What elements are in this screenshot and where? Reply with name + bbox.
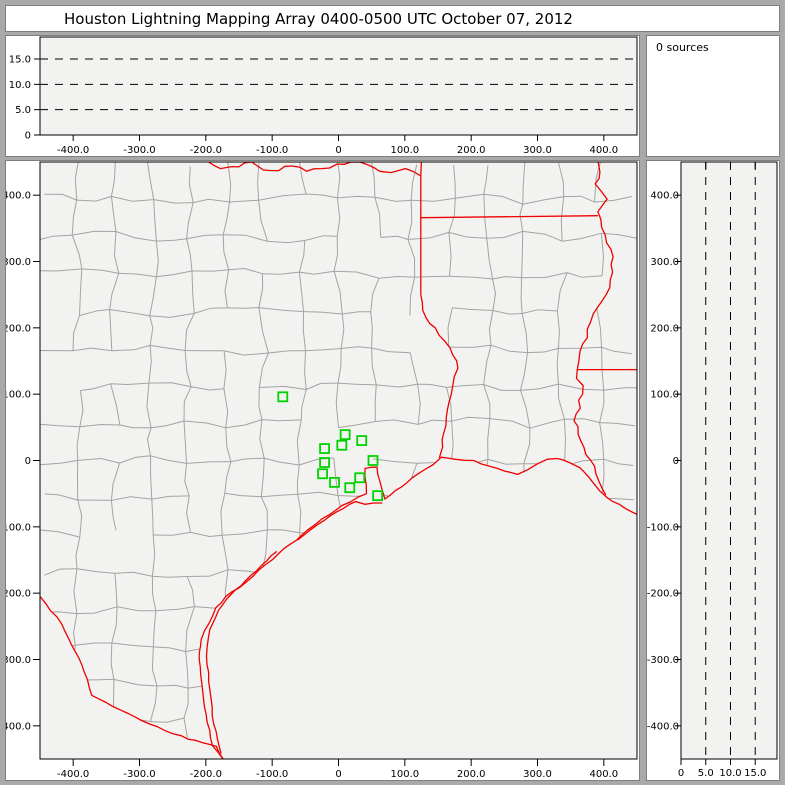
svg-text:-200.0: -200.0 [6,589,31,600]
altitude-ew-plot[interactable]: 0 5.0 10.0 15.0 -400.0 -300.0 -200.0 -100.0 0 100… [6,36,639,156]
svg-text:300.0: 300.0 [523,769,552,780]
svg-text:-400.0: -400.0 [57,769,89,780]
svg-text:200.0: 200.0 [457,769,486,780]
svg-text:10.0: 10.0 [719,768,741,779]
svg-text:400.0: 400.0 [650,191,679,202]
svg-text:400.0: 400.0 [590,769,619,780]
svg-text:200.0: 200.0 [6,323,31,334]
svg-text:-100.0: -100.0 [256,145,288,156]
svg-text:-300.0: -300.0 [6,655,31,666]
sources-panel: 0 sources [646,35,780,157]
title-bar: Houston Lightning Mapping Array 0400-050… [5,5,780,32]
svg-text:0: 0 [335,769,341,780]
altitude-ns-panel[interactable]: 400.0 300.0 200.0 100.0 0 -100.0 -200.0 -300.0 -… [646,160,780,781]
svg-text:-300.0: -300.0 [647,655,679,666]
altitude-ns-plot[interactable]: 400.0 300.0 200.0 100.0 0 -100.0 -200.0 -300.0 -… [647,161,779,780]
svg-text:300.0: 300.0 [523,145,552,156]
svg-text:-100.0: -100.0 [647,522,679,533]
altitude-ew-panel[interactable]: 0 5.0 10.0 15.0 -400.0 -300.0 -200.0 -100.0 0 100… [5,35,640,157]
map-plot[interactable]: 400.0 300.0 200.0 100.0 0 -100.0 -200.0 -300.0 -… [6,161,639,780]
svg-text:-100.0: -100.0 [256,769,288,780]
svg-text:400.0: 400.0 [590,145,619,156]
svg-text:100.0: 100.0 [391,769,420,780]
svg-text:5.0: 5.0 [698,768,714,779]
map-panel[interactable]: 400.0 300.0 200.0 100.0 0 -100.0 -200.0 -300.0 -… [5,160,640,781]
svg-text:10.0: 10.0 [9,80,31,91]
svg-text:-300.0: -300.0 [123,145,155,156]
svg-text:-200.0: -200.0 [647,589,679,600]
svg-text:15.0: 15.0 [744,768,766,779]
svg-text:5.0: 5.0 [15,105,31,116]
svg-text:-400.0: -400.0 [57,145,89,156]
svg-text:-100.0: -100.0 [6,522,31,533]
svg-text:100.0: 100.0 [6,390,31,401]
svg-text:-200.0: -200.0 [190,145,222,156]
svg-text:-300.0: -300.0 [123,769,155,780]
sources-count-label: 0 sources [656,41,709,54]
svg-text:-400.0: -400.0 [6,721,31,732]
svg-text:200.0: 200.0 [650,323,679,334]
svg-text:300.0: 300.0 [650,257,679,268]
svg-text:0: 0 [25,131,31,142]
svg-text:0: 0 [25,456,31,467]
svg-text:-200.0: -200.0 [190,769,222,780]
page-title: Houston Lightning Mapping Array 0400-050… [64,9,573,28]
svg-text:400.0: 400.0 [6,191,31,202]
svg-text:300.0: 300.0 [6,257,31,268]
svg-text:100.0: 100.0 [650,390,679,401]
svg-text:100.0: 100.0 [391,145,420,156]
svg-text:15.0: 15.0 [9,55,31,66]
svg-text:0: 0 [678,768,684,779]
svg-text:200.0: 200.0 [457,145,486,156]
svg-text:0: 0 [673,456,679,467]
svg-text:-400.0: -400.0 [647,721,679,732]
svg-text:0: 0 [335,145,341,156]
